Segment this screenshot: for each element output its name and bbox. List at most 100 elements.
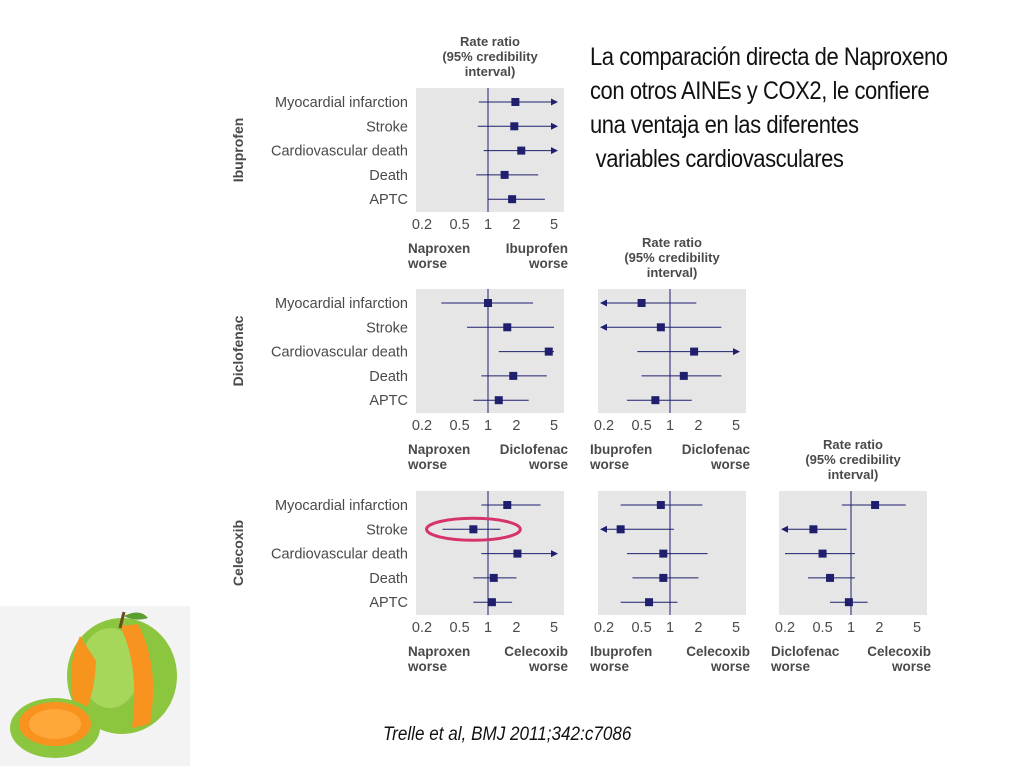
panel-1-tick-label: 0.5	[449, 217, 469, 233]
panel-1-category-label: Stroke	[366, 119, 408, 135]
panel-1-title: Rate ratio (95% credibility interval)	[442, 34, 538, 79]
panel-1-point-estimate	[511, 98, 520, 106]
panel-3-background	[598, 289, 746, 413]
panel-5-point-estimate	[659, 549, 668, 558]
panel-4-highlight-ellipse	[425, 516, 522, 542]
panel-6-tick-label: 0.5	[812, 620, 832, 636]
panel-2-tick-label: 5	[550, 418, 558, 434]
panel-2-tick-label: 2	[512, 418, 520, 434]
panel-4-point-estimate	[503, 501, 512, 509]
panel-3-right-label: Diclofenac worse	[682, 442, 751, 472]
panel-1-tick-label: 0.2	[412, 217, 432, 233]
panel-2-background	[416, 289, 564, 413]
panel-3-ci-arrow	[600, 323, 607, 331]
panel-4-category-label: Death	[369, 571, 408, 587]
panel-4-category-label: Cardiovascular death	[271, 547, 408, 563]
panel-4-point-estimate	[487, 598, 496, 607]
panel-6-point-estimate	[871, 501, 880, 509]
panel-2-point-estimate	[544, 347, 553, 356]
panel-1-point-estimate	[508, 195, 517, 204]
panel-2-left-label: Naproxen worse	[407, 442, 470, 472]
panel-4-point-estimate	[469, 525, 478, 534]
panel-2-point-estimate	[509, 371, 518, 380]
panel-6-point-estimate	[844, 598, 853, 607]
panel-5-tick-label: 1	[666, 620, 674, 636]
panel-3-tick-label: 1	[666, 418, 674, 434]
panel-3-ci-arrow	[600, 299, 607, 307]
panel-1-category-label: Cardiovascular death	[271, 144, 408, 160]
panel-6-ci-arrow	[781, 525, 788, 533]
panel-4-right-label: Celecoxib worse	[504, 644, 568, 674]
panel-6-point-estimate	[826, 573, 835, 582]
panel-2-category-label: Death	[369, 369, 408, 385]
panel-2-tick-label: 0.5	[449, 418, 469, 434]
panel-5-tick-label: 0.2	[594, 620, 614, 636]
panel-3-point-estimate	[651, 396, 660, 405]
panel-3-tick-label: 2	[694, 418, 702, 434]
panel-1-left-label: Naproxen worse	[407, 241, 470, 271]
panel-4-category-label: Stroke	[366, 522, 408, 538]
panel-4-point-estimate	[489, 573, 498, 582]
panel-3-tick-label: 5	[732, 418, 740, 434]
panel-5-point-estimate	[645, 598, 654, 607]
panel-4-background	[416, 491, 564, 615]
panel-1-tick-label: 2	[512, 217, 520, 233]
panel-3-point-estimate	[679, 371, 688, 380]
panel-2-row-group-label: Diclofenac	[230, 315, 246, 386]
panel-1-background	[416, 88, 564, 212]
citation: Trelle et al, BMJ 2011;342:c7086	[383, 724, 632, 745]
panel-4-point-estimate	[513, 549, 522, 558]
panel-1-row-group-label: Ibuprofen	[230, 118, 246, 183]
slide-title: La comparación directa de Naproxeno con …	[590, 43, 948, 173]
panel-2-category-label: Cardiovascular death	[271, 345, 408, 361]
panel-4-category-label: APTC	[369, 595, 408, 611]
panel-5-right-label: Celecoxib worse	[686, 644, 750, 674]
panel-3-ci-arrow	[733, 348, 740, 356]
panel-6-point-estimate	[809, 525, 818, 534]
panel-2-right-label: Diclofenac worse	[500, 442, 569, 472]
panel-4-tick-label: 0.2	[412, 620, 432, 636]
panel-6-point-estimate	[818, 549, 827, 558]
panel-1-category-label: Death	[369, 168, 408, 184]
panel-5-point-estimate	[656, 501, 665, 509]
panel-2-tick-label: 1	[484, 418, 492, 434]
panel-5-tick-label: 5	[732, 620, 740, 636]
panel-1-tick-label: 5	[550, 217, 558, 233]
panel-1-right-label: Ibuprofen worse	[506, 241, 569, 271]
panel-4-tick-label: 5	[550, 620, 558, 636]
panel-4-ci-arrow	[551, 550, 558, 558]
panel-4-category-label: Myocardial infarction	[275, 498, 408, 514]
panel-1-point-estimate	[500, 170, 509, 179]
panel-6-tick-label: 1	[847, 620, 855, 636]
panel-2-point-estimate	[494, 396, 503, 405]
panel-2-category-label: Stroke	[366, 320, 408, 336]
panel-6-tick-label: 0.2	[775, 620, 795, 636]
panel-3-tick-label: 0.2	[594, 418, 614, 434]
panel-1-ci-arrow	[551, 98, 558, 106]
panel-1-ci-arrow	[551, 122, 558, 130]
panel-1-category-label: APTC	[369, 192, 408, 208]
panel-4-tick-label: 1	[484, 620, 492, 636]
apple-orange-image	[0, 606, 190, 766]
panel-2-category-label: APTC	[369, 393, 408, 409]
panel-6-title: Rate ratio (95% credibility interval)	[805, 437, 901, 482]
panel-3-title: Rate ratio (95% credibility interval)	[624, 235, 720, 280]
panel-3-tick-label: 0.5	[631, 418, 651, 434]
panel-6-background	[779, 491, 927, 615]
panel-6-tick-label: 5	[913, 620, 921, 636]
panel-3-point-estimate	[656, 323, 665, 332]
panel-5-point-estimate	[659, 573, 668, 582]
panel-3-left-label: Ibuprofen worse	[589, 442, 652, 472]
panel-6-tick-label: 2	[875, 620, 883, 636]
panel-3-point-estimate	[690, 347, 699, 356]
panel-4-tick-label: 0.5	[449, 620, 469, 636]
panel-4-row-group-label: Celecoxib	[230, 520, 246, 586]
panel-1-ci-arrow	[551, 147, 558, 155]
panel-1-tick-label: 1	[484, 217, 492, 233]
panel-2-tick-label: 0.2	[412, 418, 432, 434]
panel-6-left-label: Diclofenac worse	[770, 644, 840, 674]
panel-2-point-estimate	[503, 323, 512, 332]
panel-2-category-label: Myocardial infarction	[275, 296, 408, 312]
panel-5-left-label: Ibuprofen worse	[589, 644, 652, 674]
